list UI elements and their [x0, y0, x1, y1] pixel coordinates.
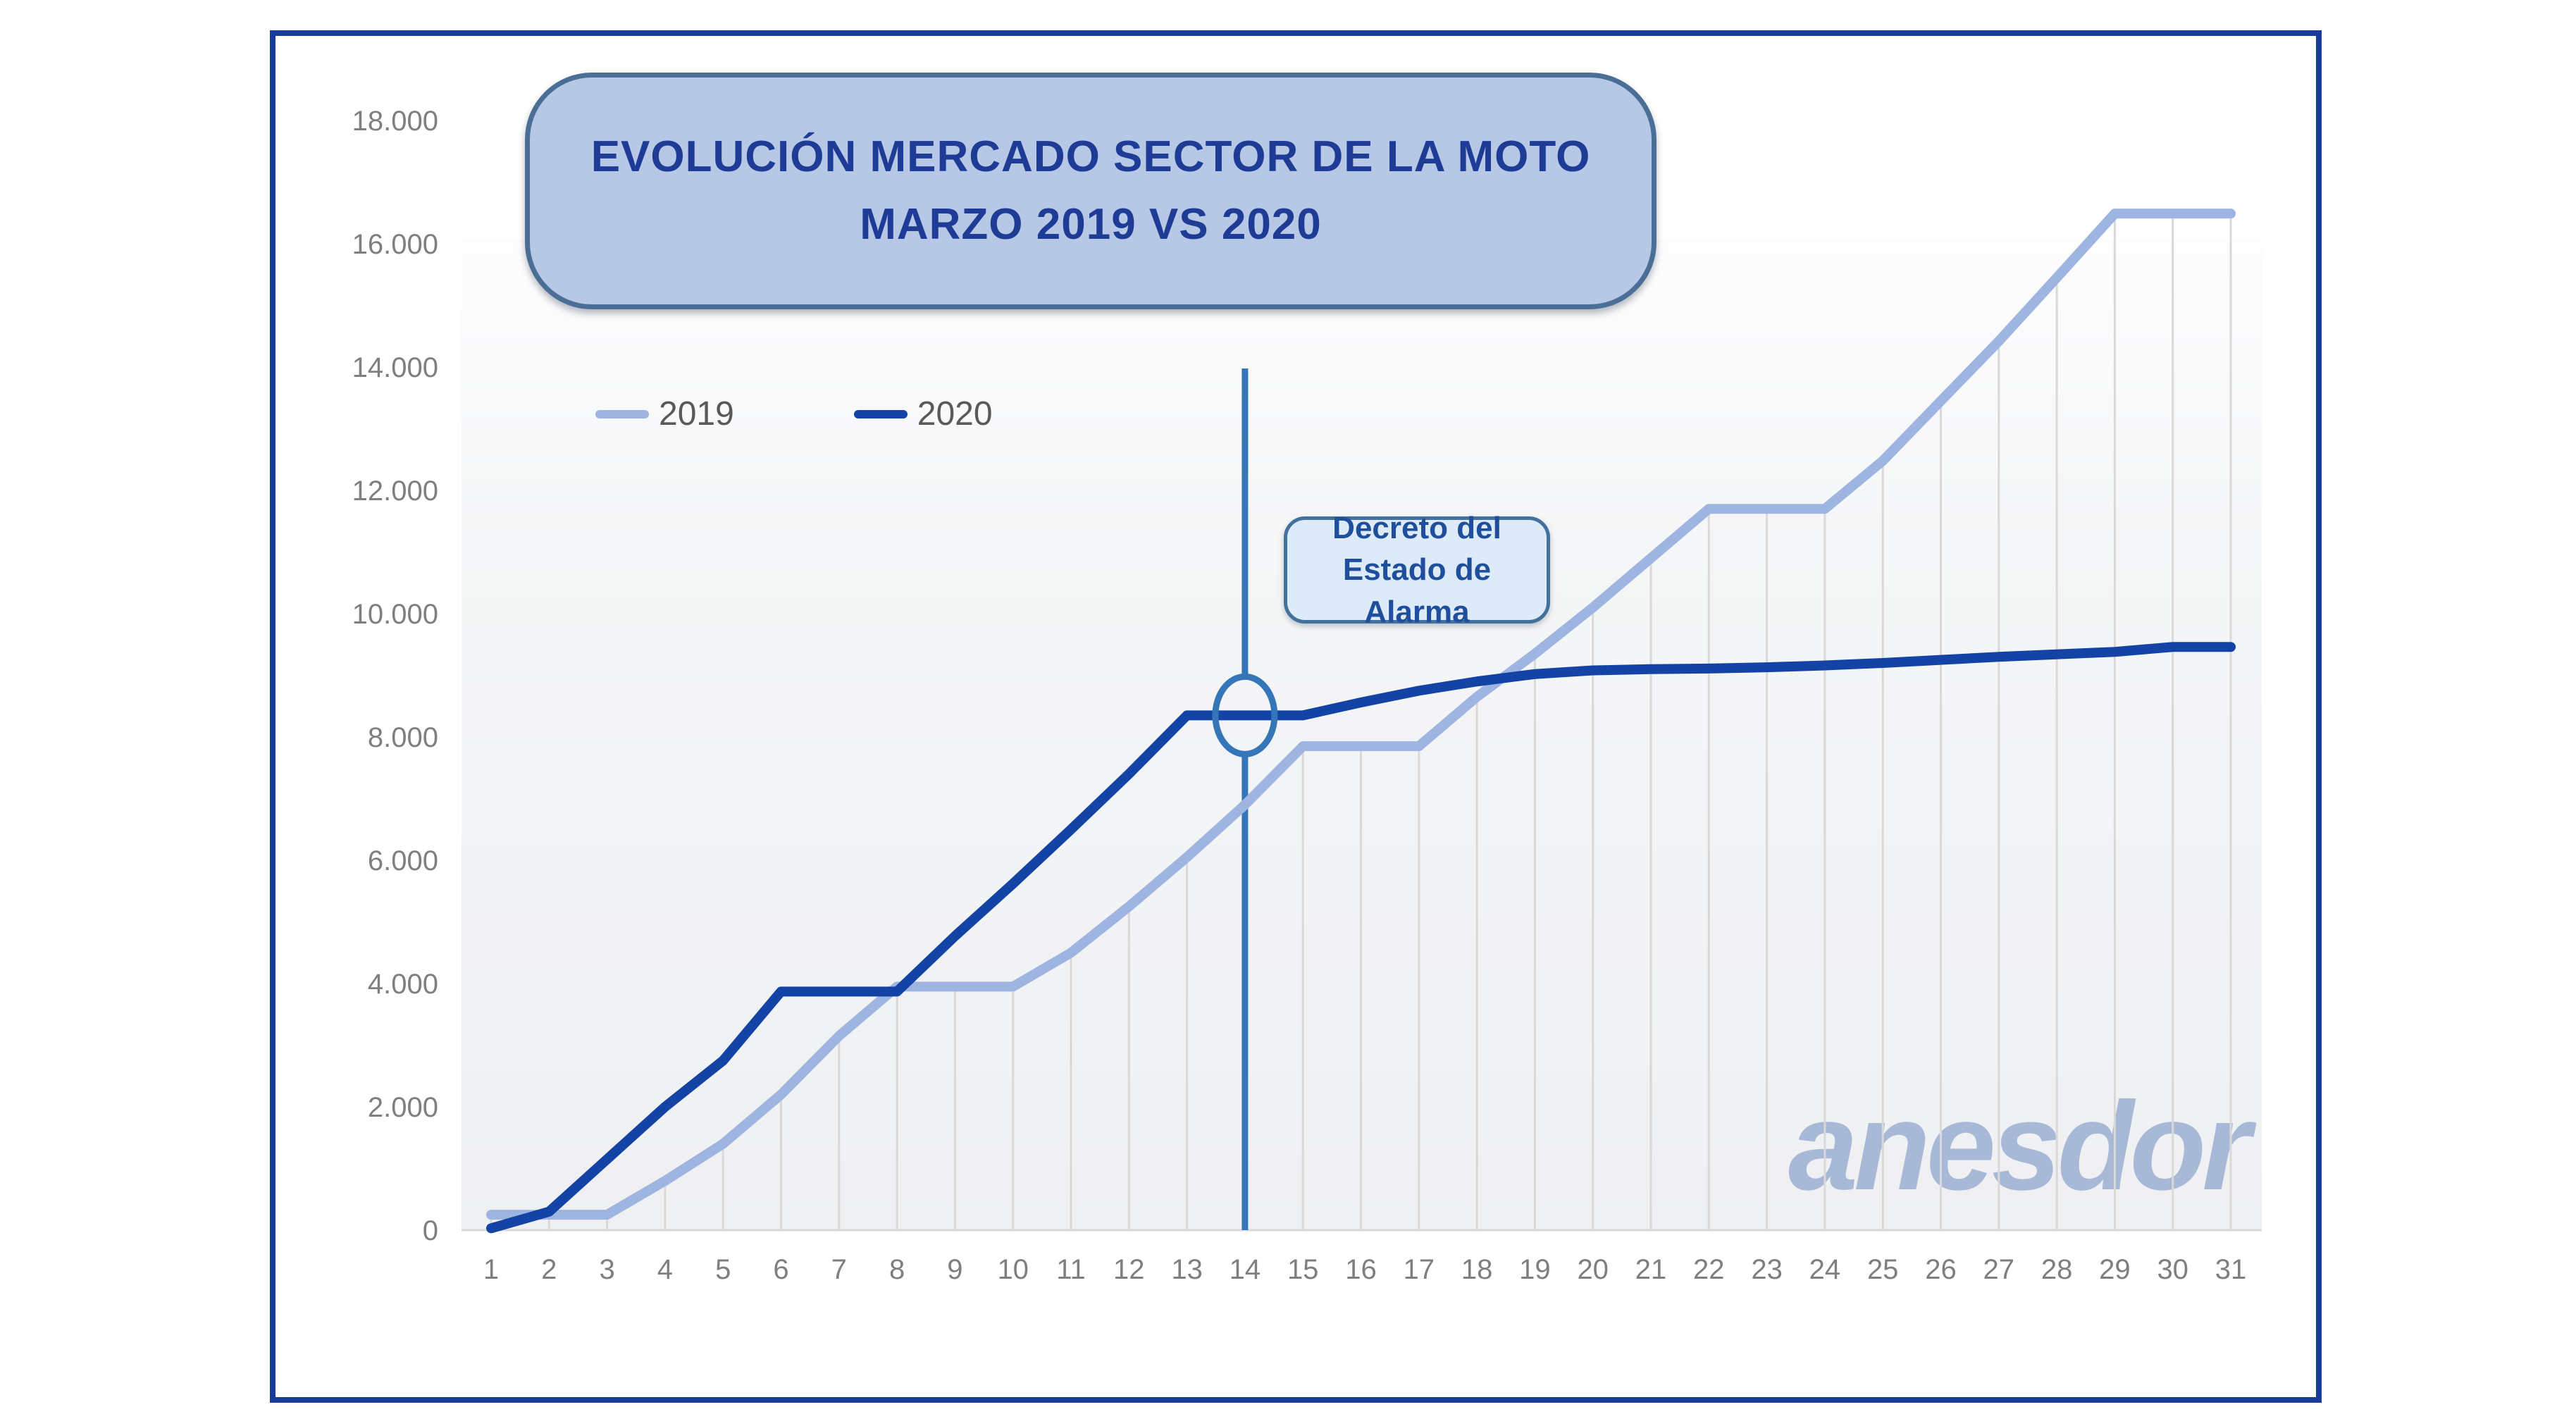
x-tick-label-24: 24 — [1809, 1254, 1841, 1285]
y-tick-label-16.000: 16.000 — [352, 229, 438, 260]
series-line-2019 — [486, 209, 2236, 1220]
y-tick-label-6.000: 6.000 — [368, 845, 438, 876]
x-tick-label-12: 12 — [1113, 1254, 1145, 1285]
x-tick-label-7: 7 — [831, 1254, 847, 1285]
x-tick-label-20: 20 — [1577, 1254, 1609, 1285]
chart-legend: 2019 2020 — [595, 395, 993, 433]
x-tick-label-22: 22 — [1693, 1254, 1725, 1285]
legend-swatch-2019-icon — [595, 409, 649, 418]
x-tick-label-10: 10 — [997, 1254, 1029, 1285]
x-tick-label-5: 5 — [715, 1254, 731, 1285]
legend-item-2020[interactable]: 2020 — [853, 395, 993, 433]
x-tick-label-25: 25 — [1867, 1254, 1899, 1285]
annotation-line2: Estado de Alarma — [1342, 552, 1492, 629]
legend-label-2019: 2019 — [659, 395, 734, 433]
legend-item-2019[interactable]: 2019 — [595, 395, 734, 433]
chart-title-box: EVOLUCIÓN MERCADO SECTOR DE LA MOTO MARZ… — [525, 73, 1657, 309]
y-tick-label-12.000: 12.000 — [352, 476, 438, 507]
y-tick-label-8.000: 8.000 — [368, 722, 438, 753]
y-tick-label-4.000: 4.000 — [368, 969, 438, 1000]
chart-title-line1: EVOLUCIÓN MERCADO SECTOR DE LA MOTO — [590, 132, 1591, 181]
x-tick-label-11: 11 — [1056, 1254, 1086, 1285]
x-tick-label-13: 13 — [1171, 1254, 1203, 1285]
x-tick-label-9: 9 — [947, 1254, 962, 1285]
x-tick-label-21: 21 — [1635, 1254, 1667, 1285]
chart-outer-frame — [270, 30, 2322, 1403]
x-tick-label-26: 26 — [1925, 1254, 1957, 1285]
x-tick-label-3: 3 — [599, 1254, 614, 1285]
legend-swatch-2020-icon — [853, 409, 908, 418]
x-tick-label-2: 2 — [541, 1254, 557, 1285]
y-tick-label-10.000: 10.000 — [352, 599, 438, 630]
x-tick-label-15: 15 — [1287, 1254, 1319, 1285]
x-tick-label-1: 1 — [483, 1254, 499, 1285]
x-tick-label-18: 18 — [1461, 1254, 1493, 1285]
y-tick-label-18.000: 18.000 — [352, 106, 438, 137]
x-tick-label-28: 28 — [2041, 1254, 2073, 1285]
x-tick-label-17: 17 — [1404, 1254, 1435, 1285]
annotation-decreto-box: Decreto del Estado de Alarma — [1284, 511, 1550, 629]
x-tick-label-14: 14 — [1230, 1254, 1261, 1285]
x-tick-label-27: 27 — [1983, 1254, 2015, 1285]
legend-label-2020: 2020 — [917, 395, 993, 433]
x-tick-label-19: 19 — [1519, 1254, 1551, 1285]
x-tick-label-31: 31 — [2215, 1254, 2247, 1285]
y-tick-label-14.000: 14.000 — [352, 352, 438, 383]
x-tick-label-23: 23 — [1751, 1254, 1783, 1285]
x-tick-label-16: 16 — [1345, 1254, 1377, 1285]
annotation-line1: Decreto del — [1332, 510, 1501, 545]
event-circle-marker-icon — [1212, 673, 1278, 757]
y-tick-label-0: 0 — [423, 1215, 438, 1246]
x-tick-label-6: 6 — [773, 1254, 788, 1285]
x-tick-label-29: 29 — [2099, 1254, 2131, 1285]
y-tick-label-2.000: 2.000 — [368, 1092, 438, 1123]
x-tick-label-8: 8 — [889, 1254, 905, 1285]
x-tick-label-4: 4 — [657, 1254, 673, 1285]
chart-title-line2: MARZO 2019 VS 2020 — [860, 200, 1322, 249]
x-tick-label-30: 30 — [2157, 1254, 2188, 1285]
series-line-2020 — [486, 642, 2236, 1234]
